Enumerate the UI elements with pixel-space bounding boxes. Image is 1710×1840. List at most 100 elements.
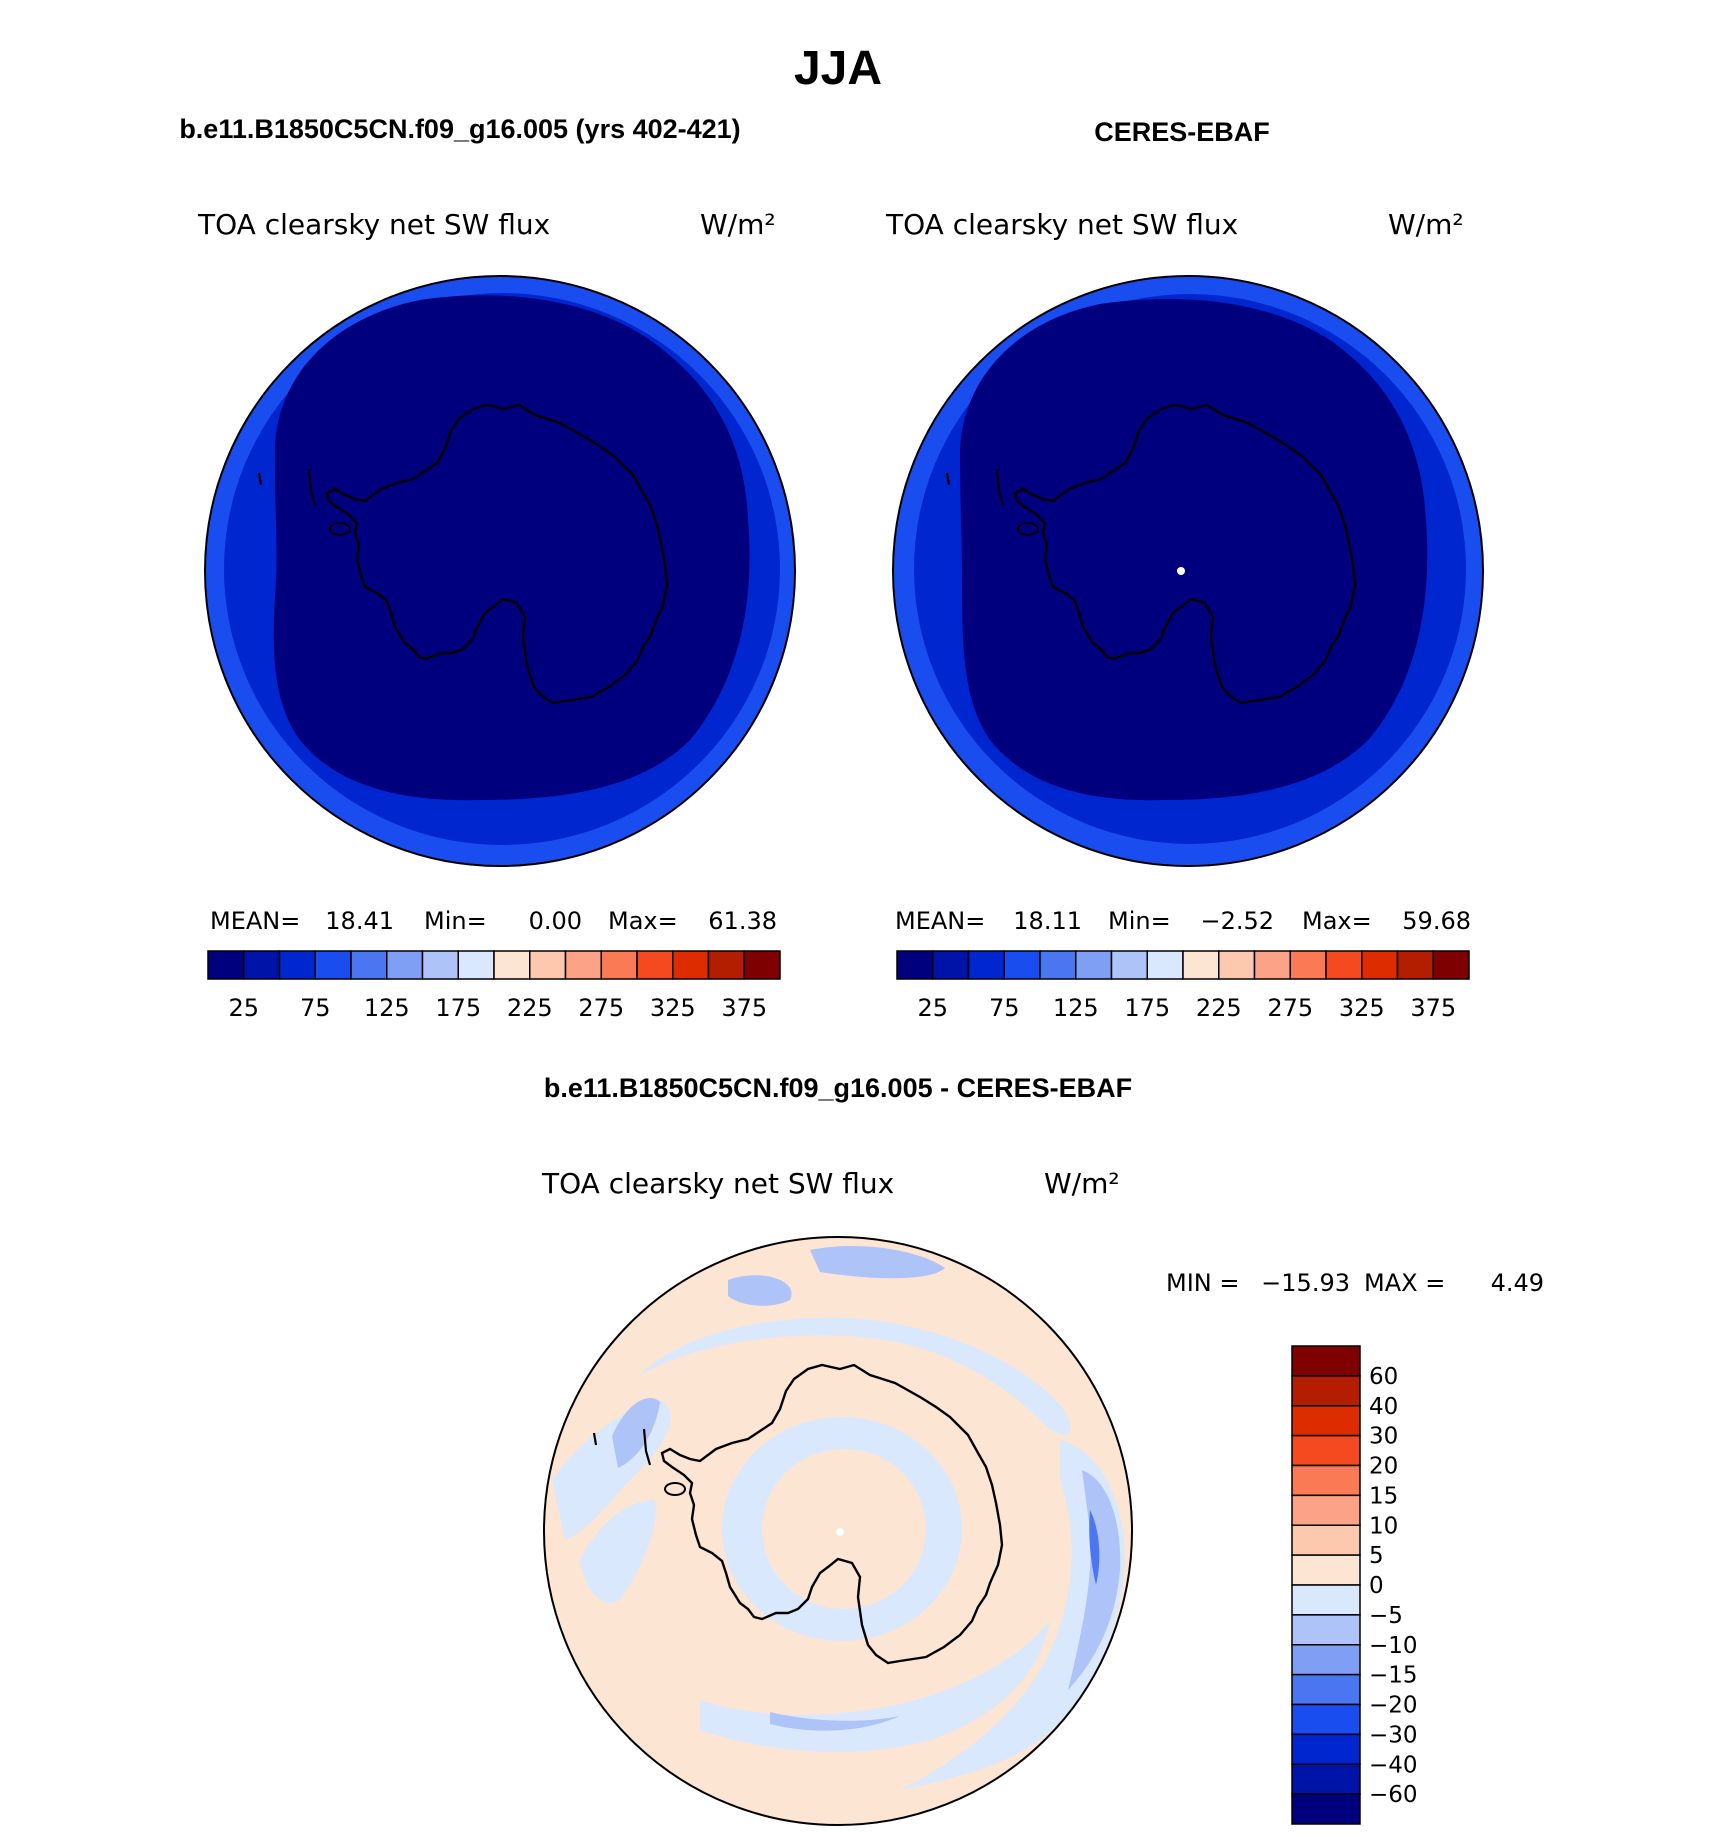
colorbar-tick-label: 375 — [721, 994, 767, 1022]
colorbar-box-7 — [457, 950, 495, 980]
min-value: −2.52 — [1200, 907, 1274, 935]
colorbar-tick-label: −60 — [1369, 1782, 1418, 1808]
mean-label: MEAN= — [895, 907, 985, 935]
colorbar-tick-label: −5 — [1369, 1603, 1403, 1629]
min-label: MIN = — [1166, 1269, 1239, 1297]
field-patch — [1068, 1470, 1121, 1690]
field-core-positive — [762, 1449, 926, 1609]
colorbar-tick-label: 175 — [1124, 994, 1170, 1022]
colorbar-box-9 — [529, 950, 567, 980]
colorbar-box-4 — [1291, 1464, 1361, 1497]
colorbar-box-5 — [1291, 1494, 1361, 1526]
mean-value: 18.41 — [325, 907, 394, 935]
colorbar-box-9 — [1291, 1614, 1361, 1646]
max-label: Max= — [608, 907, 678, 935]
field-patch — [810, 1246, 945, 1279]
colorbar-tick-label: −10 — [1369, 1633, 1418, 1659]
mean-label: MEAN= — [210, 907, 300, 935]
colorbar-box-5 — [1075, 950, 1113, 980]
colorbar-box-8 — [1291, 1584, 1361, 1616]
min-label: Min= — [1108, 907, 1171, 935]
colorbar-tick-label: −40 — [1369, 1752, 1418, 1778]
colorbar-tick-label: 125 — [364, 994, 410, 1022]
colorbar-box-14 — [1396, 950, 1434, 980]
min-value: −15.93 — [1261, 1269, 1350, 1297]
colorbar-tick-label: 225 — [1196, 994, 1242, 1022]
panel-model-colorbar: 25 75 125 175 225 275 325 375 — [207, 950, 781, 1022]
colorbar-tick-label: 5 — [1369, 1543, 1384, 1569]
colorbar-tick-label: 10 — [1369, 1513, 1398, 1539]
colorbar-tick-label: 75 — [989, 994, 1020, 1022]
colorbar-box-0 — [207, 950, 245, 980]
colorbar-tick-label: 40 — [1369, 1394, 1398, 1420]
colorbar-box-6 — [1291, 1524, 1361, 1556]
panel-obs-map-border — [892, 275, 1484, 867]
field-patch — [612, 1398, 660, 1468]
panel-model-stats: MEAN= 18.41 Min= 0.00 Max= 61.38 — [210, 907, 777, 935]
field-patch — [900, 1440, 1125, 1790]
colorbar-tick-label: −30 — [1369, 1722, 1418, 1748]
panel-model-map-border — [204, 275, 796, 867]
field-patch — [770, 1712, 900, 1731]
max-label: MAX = — [1364, 1269, 1445, 1297]
colorbar-box-8 — [493, 950, 531, 980]
colorbar-box-9 — [1218, 950, 1256, 980]
colorbar-box-3 — [314, 950, 352, 980]
colorbar-box-0 — [1291, 1345, 1361, 1377]
colorbar-box-15 — [1291, 1793, 1361, 1825]
colorbar-box-6 — [421, 950, 459, 980]
pole-missing-data-dot — [1177, 567, 1185, 575]
colorbar-tick-label: 0 — [1369, 1573, 1384, 1599]
colorbar-tick-label: 375 — [1410, 994, 1456, 1022]
colorbar-box-2 — [1291, 1405, 1361, 1437]
colorbar-box-0 — [896, 950, 934, 980]
colorbar-tick-label: −15 — [1369, 1663, 1418, 1689]
colorbar-tick-label: 75 — [300, 994, 331, 1022]
colorbar-tick-label: 225 — [507, 994, 553, 1022]
panel-obs-stats: MEAN= 18.11 Min= −2.52 Max= 59.68 — [895, 907, 1471, 935]
panel-diff-variable: TOA clearsky net SW flux — [541, 1167, 894, 1200]
panel-model-map — [205, 276, 795, 866]
panel-obs-units: W/m² — [1388, 208, 1464, 241]
panel-diff-map-border — [543, 1236, 1133, 1826]
colorbar-box-1 — [243, 950, 281, 980]
min-value: 0.00 — [529, 907, 582, 935]
colorbar-box-12 — [636, 950, 674, 980]
colorbar-box-7 — [1291, 1554, 1361, 1586]
mean-value: 18.11 — [1013, 907, 1082, 935]
panel-diff-colorbar: 60 40 30 20 15 10 5 0 −5 −10 −15 −20 −30 −40 −60 — [1291, 1345, 1418, 1825]
colorbar-box-13 — [1361, 950, 1399, 980]
colorbar-tick-label: 25 — [917, 994, 948, 1022]
max-value: 4.49 — [1491, 1269, 1544, 1297]
colorbar-box-2 — [967, 950, 1005, 980]
panel-diff-units: W/m² — [1044, 1167, 1120, 1200]
panel-model-units: W/m² — [700, 208, 776, 241]
colorbar-box-10 — [564, 950, 602, 980]
colorbar-tick-label: −20 — [1369, 1693, 1418, 1719]
antarctica-coastline — [592, 1363, 1004, 1665]
colorbar-box-11 — [1291, 1673, 1361, 1706]
colorbar-tick-label: 30 — [1369, 1424, 1398, 1450]
pole-missing-data-dot — [836, 1528, 844, 1536]
colorbar-box-12 — [1291, 1703, 1361, 1736]
colorbar-tick-label: 25 — [228, 994, 259, 1022]
field-patch — [728, 1275, 792, 1306]
panel-model: b.e11.B1850C5CN.f09_g16.005 (yrs 402-421… — [179, 114, 796, 1022]
panel-diff: b.e11.B1850C5CN.f09_g16.005 - CERES-EBAF… — [541, 1073, 1544, 1826]
colorbar-tick-label: 60 — [1369, 1364, 1398, 1390]
colorbar-tick-label: 175 — [435, 994, 481, 1022]
colorbar-box-13 — [1291, 1733, 1361, 1765]
colorbar-box-10 — [1253, 950, 1291, 980]
colorbar-box-11 — [600, 950, 638, 980]
colorbar-box-1 — [932, 950, 970, 980]
field-patch — [1089, 1510, 1100, 1585]
panel-model-variable: TOA clearsky net SW flux — [197, 208, 550, 241]
colorbar-box-10 — [1291, 1644, 1361, 1676]
field-patch — [580, 1500, 656, 1603]
colorbar-box-15 — [1432, 950, 1470, 980]
panel-diff-title: b.e11.B1850C5CN.f09_g16.005 - CERES-EBAF — [544, 1073, 1132, 1103]
colorbar-box-14 — [707, 950, 745, 980]
min-label: Min= — [424, 907, 487, 935]
colorbar-tick-label: 325 — [650, 994, 696, 1022]
